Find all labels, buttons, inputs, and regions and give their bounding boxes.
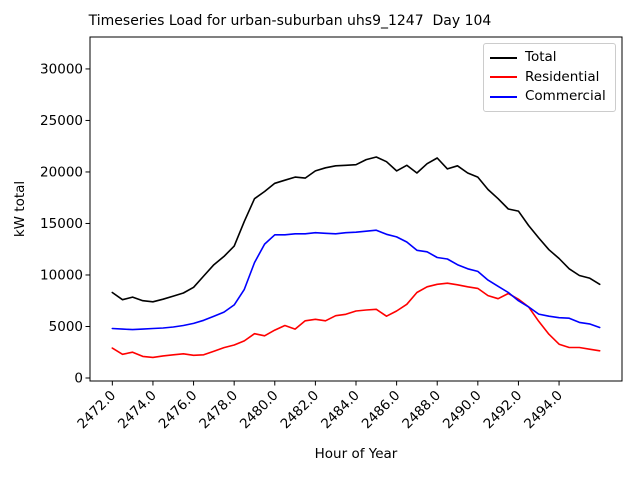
y-tick-label: 15000 (40, 216, 83, 232)
x-tick-label: 2490.0 (440, 388, 485, 433)
y-tick-label: 10000 (40, 267, 83, 283)
x-tick-label: 2476.0 (156, 388, 201, 433)
x-tick-label: 2478.0 (196, 388, 241, 433)
y-tick-label: 5000 (49, 319, 83, 335)
y-tick-label: 30000 (40, 61, 83, 77)
y-tick-label: 20000 (40, 164, 83, 180)
chart-title: Timeseries Load for urban-suburban uhs9_… (88, 13, 492, 29)
x-tick-label: 2494.0 (521, 388, 566, 433)
series-line-total (111, 156, 601, 303)
legend-entry-residential: Residential (490, 68, 609, 86)
legend-box: Total Residential Commercial (483, 43, 616, 112)
x-tick-label: 2472.0 (74, 388, 119, 433)
legend-line-commercial (490, 96, 517, 99)
legend-label-commercial: Commercial (525, 88, 606, 105)
legend-entry-total: Total (490, 49, 609, 67)
legend-line-total (490, 56, 517, 59)
x-tick-label: 2480.0 (237, 388, 282, 433)
x-tick-label: 2484.0 (318, 388, 363, 433)
x-tick-label: 2488.0 (399, 388, 444, 433)
x-tick-label: 2486.0 (359, 388, 404, 433)
legend-label-total: Total (525, 49, 557, 66)
legend-entry-commercial: Commercial (490, 88, 609, 106)
x-tick-label: 2482.0 (277, 388, 322, 433)
x-tick-label: 2474.0 (115, 388, 160, 433)
y-axis-label: kW total (12, 180, 28, 238)
y-tick-label: 25000 (40, 113, 83, 129)
legend-label-residential: Residential (525, 68, 600, 85)
x-tick-label: 2492.0 (481, 388, 526, 433)
x-axis-label: Hour of Year (314, 446, 398, 462)
legend-line-residential (490, 76, 517, 79)
y-tick-label: 0 (74, 371, 83, 387)
series-line-residential (111, 282, 601, 359)
axes-frame (89, 36, 623, 382)
series-line-commercial (111, 229, 601, 331)
